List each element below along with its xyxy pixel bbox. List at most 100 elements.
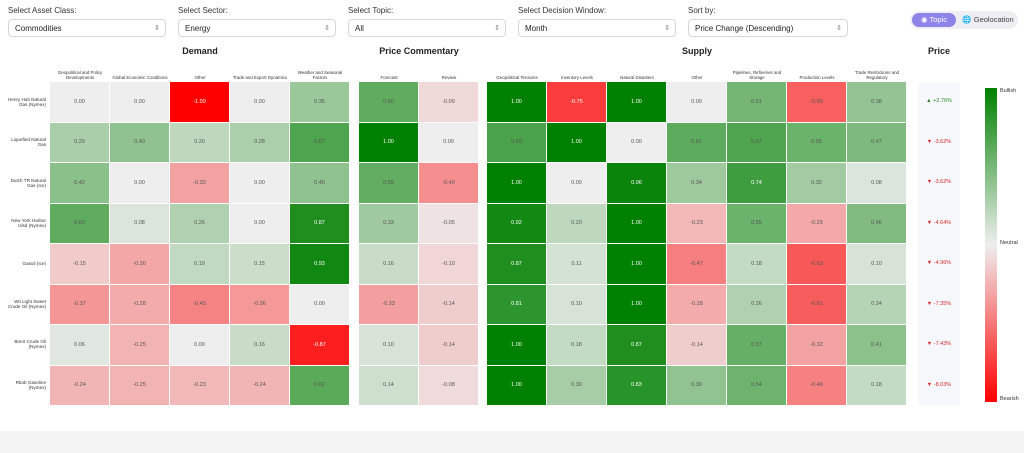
heatmap-cell[interactable]: -0.28 [110,284,170,325]
heatmap-cell[interactable]: -0.36 [230,284,290,325]
heatmap-cell[interactable]: 0.10 [547,284,607,325]
heatmap-cell[interactable]: 0.00 [50,82,110,123]
heatmap-cell[interactable]: 0.18 [847,365,907,406]
heatmap-cell[interactable]: -0.08 [419,365,479,406]
heatmap-cell[interactable]: 1.00 [487,325,547,366]
heatmap-cell[interactable]: 1.00 [487,365,547,406]
heatmap-cell[interactable]: 0.60 [50,203,110,244]
heatmap-cell[interactable]: 0.46 [847,203,907,244]
heatmap-cell[interactable]: 0.00 [230,163,290,204]
heatmap-cell[interactable]: 0.42 [50,163,110,204]
heatmap-cell[interactable]: 0.00 [547,163,607,204]
heatmap-cell[interactable]: 0.39 [667,365,727,406]
heatmap-cell[interactable]: 0.00 [607,122,667,163]
heatmap-cell[interactable]: 0.08 [110,203,170,244]
heatmap-cell[interactable]: 0.06 [50,325,110,366]
heatmap-cell[interactable]: 0.69 [487,122,547,163]
heatmap-cell[interactable]: -0.32 [170,163,230,204]
heatmap-cell[interactable]: 0.47 [847,122,907,163]
topic-toggle-button[interactable]: ◉ Topic [912,13,956,27]
heatmap-cell[interactable]: 0.20 [547,203,607,244]
heatmap-cell[interactable]: 0.00 [170,325,230,366]
topic-select[interactable]: All ⇕ [348,19,506,37]
heatmap-cell[interactable]: 0.18 [727,244,787,285]
heatmap-cell[interactable]: 0.00 [230,203,290,244]
geolocation-toggle-button[interactable]: 🌐 Geolocation [960,13,1016,27]
heatmap-cell[interactable]: -0.14 [419,325,479,366]
heatmap-cell[interactable]: -0.23 [170,365,230,406]
heatmap-cell[interactable]: 0.28 [230,122,290,163]
heatmap-cell[interactable]: 0.11 [547,244,607,285]
heatmap-cell[interactable]: 1.00 [607,244,667,285]
heatmap-cell[interactable]: -0.61 [787,284,847,325]
heatmap-cell[interactable]: -0.28 [667,284,727,325]
heatmap-cell[interactable]: 0.19 [170,244,230,285]
heatmap-cell[interactable]: -0.25 [110,365,170,406]
heatmap-cell[interactable]: 0.15 [230,244,290,285]
heatmap-cell[interactable]: 0.00 [667,82,727,123]
heatmap-cell[interactable]: -0.14 [667,325,727,366]
heatmap-cell[interactable]: 1.00 [547,122,607,163]
heatmap-cell[interactable]: 1.00 [487,82,547,123]
heatmap-cell[interactable]: 0.87 [487,244,547,285]
sector-select[interactable]: Energy ⇕ [178,19,336,37]
heatmap-cell[interactable]: -0.24 [50,365,110,406]
heatmap-cell[interactable]: -0.75 [547,82,607,123]
heatmap-cell[interactable]: -0.25 [110,325,170,366]
heatmap-cell[interactable]: 0.00 [110,163,170,204]
heatmap-cell[interactable]: -1.00 [170,82,230,123]
heatmap-cell[interactable]: 0.57 [727,325,787,366]
heatmap-cell[interactable]: 0.87 [607,325,667,366]
heatmap-cell[interactable]: 0.59 [359,163,419,204]
heatmap-cell[interactable]: 1.00 [607,284,667,325]
decision-window-select[interactable]: Month ⇕ [518,19,676,37]
heatmap-cell[interactable]: -0.63 [787,244,847,285]
heatmap-cell[interactable]: 0.67 [727,122,787,163]
heatmap-cell[interactable]: -0.05 [419,203,479,244]
heatmap-cell[interactable]: 1.00 [359,122,419,163]
heatmap-cell[interactable]: 0.10 [359,325,419,366]
heatmap-cell[interactable]: -0.33 [359,284,419,325]
heatmap-cell[interactable]: 0.83 [607,365,667,406]
heatmap-cell[interactable]: 0.51 [727,82,787,123]
heatmap-cell[interactable]: 0.41 [847,325,907,366]
heatmap-cell[interactable]: 0.26 [170,203,230,244]
heatmap-cell[interactable]: -0.15 [50,244,110,285]
heatmap-cell[interactable]: 1.00 [607,82,667,123]
heatmap-cell[interactable]: -0.45 [170,284,230,325]
heatmap-cell[interactable]: 0.14 [359,365,419,406]
heatmap-cell[interactable]: 0.55 [727,203,787,244]
heatmap-cell[interactable]: 0.38 [847,82,907,123]
heatmap-cell[interactable]: 0.16 [230,325,290,366]
heatmap-cell[interactable]: 0.08 [847,163,907,204]
heatmap-cell[interactable]: 0.87 [290,203,350,244]
heatmap-cell[interactable]: 0.00 [290,284,350,325]
heatmap-cell[interactable]: 0.00 [230,82,290,123]
heatmap-cell[interactable]: -0.46 [787,365,847,406]
heatmap-cell[interactable]: 0.61 [667,122,727,163]
heatmap-cell[interactable]: -0.14 [419,284,479,325]
heatmap-cell[interactable]: -0.47 [667,244,727,285]
heatmap-cell[interactable]: -0.32 [787,325,847,366]
heatmap-cell[interactable]: 0.00 [110,82,170,123]
heatmap-cell[interactable]: 0.29 [50,122,110,163]
heatmap-cell[interactable]: 0.18 [547,325,607,366]
heatmap-cell[interactable]: -0.10 [419,244,479,285]
heatmap-cell[interactable]: 0.35 [290,82,350,123]
heatmap-cell[interactable]: 0.54 [727,365,787,406]
heatmap-cell[interactable]: 0.26 [727,284,787,325]
sort-select[interactable]: Price Change (Descending) ⇕ [688,19,848,37]
heatmap-cell[interactable]: 0.30 [547,365,607,406]
heatmap-cell[interactable]: 0.10 [847,244,907,285]
heatmap-cell[interactable]: -0.60 [787,82,847,123]
heatmap-cell[interactable]: -0.09 [419,82,479,123]
heatmap-cell[interactable]: 0.34 [667,163,727,204]
heatmap-cell[interactable]: 0.81 [487,284,547,325]
heatmap-cell[interactable]: -0.37 [50,284,110,325]
heatmap-cell[interactable]: 0.40 [110,122,170,163]
heatmap-cell[interactable]: 0.16 [359,244,419,285]
heatmap-cell[interactable]: 0.40 [290,163,350,204]
heatmap-cell[interactable]: 0.32 [787,163,847,204]
heatmap-cell[interactable]: -0.30 [110,244,170,285]
heatmap-cell[interactable]: 1.00 [607,203,667,244]
